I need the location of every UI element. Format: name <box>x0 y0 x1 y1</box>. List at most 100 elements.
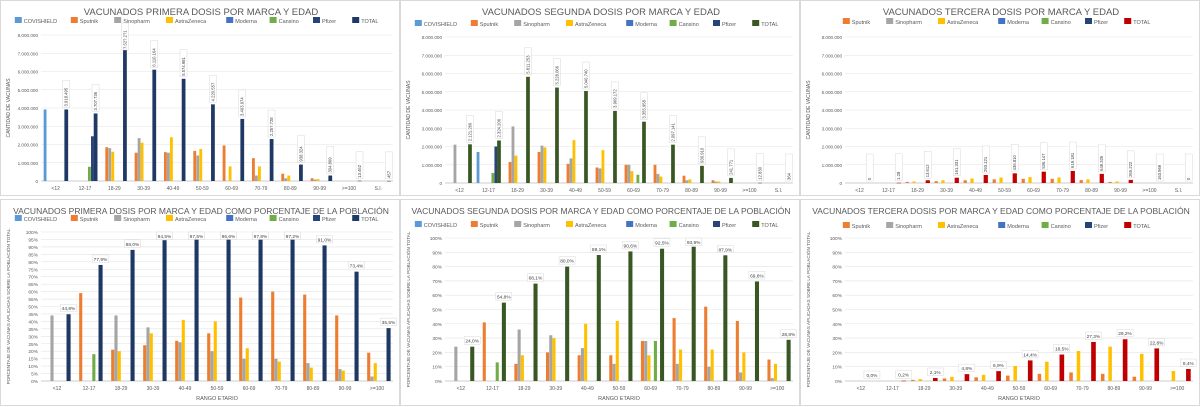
bar <box>257 166 261 181</box>
data-label-box <box>267 109 276 138</box>
y-tick-label: 85% <box>28 252 38 258</box>
bar <box>630 171 634 183</box>
bar <box>1108 346 1112 381</box>
bar <box>281 173 285 181</box>
bar <box>555 87 559 183</box>
chart-title: VACUNADOS TERCERA DOSIS POR MARCA Y EDAD <box>883 7 1119 18</box>
legend-label: Sputnik <box>80 217 99 223</box>
bar <box>584 323 588 381</box>
data-label: 35,5% <box>382 320 396 326</box>
y-tick-label: 70% <box>28 275 38 281</box>
legend-swatch <box>1124 18 1132 24</box>
y-axis-label: PORCENTAJE DE VACUNAS APLICADAS SOBRE LA… <box>805 231 811 387</box>
bar <box>1086 179 1090 183</box>
data-label: 6,9% <box>993 363 1005 369</box>
data-label: 265.222 <box>1128 161 1133 177</box>
data-label-box <box>1053 344 1070 353</box>
data-label: 44,8% <box>62 306 76 312</box>
legend-label: Sputnik <box>80 19 99 25</box>
x-axis-label: RANGO ETARIO <box>598 396 640 402</box>
x-tick-label: 80-89 <box>307 386 320 392</box>
data-label: 364 <box>786 172 791 180</box>
y-tick-label: 20% <box>832 350 842 356</box>
legend-label: Sputnik <box>852 224 871 230</box>
data-label-box <box>990 360 1007 369</box>
y-tick-label: 50% <box>832 308 842 314</box>
data-label: 80,0% <box>560 259 574 265</box>
y-tick-label: 100% <box>830 236 843 242</box>
data-label-box <box>1039 142 1048 170</box>
y-tick-label: 8.000.000 <box>422 35 443 40</box>
data-label: 14,4% <box>1023 352 1037 358</box>
x-tick-label: <12 <box>51 186 60 192</box>
data-label-box <box>582 61 590 90</box>
bar <box>577 355 581 381</box>
bar <box>970 178 974 183</box>
legend-swatch <box>313 215 320 221</box>
y-axis-label: PORCENTAJE DE VACUNAS APLICADAS SOBRE LA… <box>405 231 411 387</box>
bar <box>1132 376 1137 381</box>
legend-swatch <box>1085 222 1092 228</box>
legend-swatch <box>752 221 760 227</box>
data-label: 96,6% <box>222 234 236 240</box>
chart-svg-1: VACUNADOS PRIMERA DOSIS POR MARCA Y EDAD… <box>6 7 393 192</box>
bar <box>453 144 457 183</box>
y-tick-label: 3.000.000 <box>822 126 843 131</box>
data-label-box <box>865 153 874 182</box>
y-tick-label: 45% <box>28 312 38 318</box>
bar <box>310 178 314 181</box>
data-label-box <box>92 254 109 263</box>
bar <box>517 329 521 381</box>
data-label: 97,2% <box>286 234 300 240</box>
legend-label: Moderna <box>1007 20 1030 26</box>
bar <box>595 167 599 183</box>
bar <box>316 179 320 181</box>
y-tick-label: 8.000.000 <box>822 35 843 40</box>
bar <box>226 237 231 381</box>
data-label: 304.869 <box>328 157 333 173</box>
legend-label: Pfizer <box>1094 224 1108 230</box>
legend-swatch <box>166 17 173 23</box>
data-label-box <box>685 237 702 246</box>
data-label-box <box>785 153 793 182</box>
legend-label: Pfizer <box>722 22 736 28</box>
bar <box>941 180 945 183</box>
y-tick-label: 100% <box>430 236 443 242</box>
chart-svg-3: VACUNADOS TERCERA DOSIS POR MARCA Y EDAD… <box>806 7 1193 194</box>
x-tick-label: 12-17 <box>882 188 895 194</box>
data-label: 13.612 <box>925 164 930 177</box>
y-tick-label: 5% <box>31 372 39 378</box>
data-label: 69,6% <box>750 273 764 279</box>
legend-swatch <box>886 18 894 24</box>
y-tick-label: 6.000.000 <box>822 72 843 77</box>
bar <box>758 182 762 184</box>
legend-label: Sinopharm <box>523 22 550 28</box>
x-tick-label: 18-29 <box>911 188 924 194</box>
legend-label: Moderna <box>635 22 658 28</box>
data-label: 3.403.974 <box>240 97 245 116</box>
bar <box>584 91 588 183</box>
x-tick-label: >=100 <box>1170 386 1184 392</box>
bar <box>313 179 317 181</box>
bar <box>704 306 708 381</box>
y-tick-label: 70% <box>432 279 442 285</box>
x-tick-label: 50-59 <box>1013 386 1026 392</box>
data-label: 2,1% <box>930 370 942 376</box>
x-tick-label: <12 <box>855 188 864 194</box>
data-label: 88,0% <box>126 242 140 248</box>
data-label-box <box>209 75 217 103</box>
y-tick-label: 60% <box>832 293 842 299</box>
bar <box>767 359 771 381</box>
data-label: 5.040.740 <box>583 69 588 88</box>
legend-swatch <box>669 20 677 26</box>
legend-swatch <box>269 215 277 221</box>
x-tick-label: S.I. <box>775 188 783 194</box>
bar <box>251 158 255 181</box>
bar <box>754 281 760 381</box>
legend-swatch <box>713 20 720 26</box>
y-tick-label: 2.000.000 <box>18 143 39 148</box>
data-label: 73,4% <box>350 264 364 270</box>
chart-panel-2: VACUNADOS SEGUNDA DOSIS POR MARCA Y EDAD… <box>400 0 800 196</box>
bar <box>999 177 1003 183</box>
bar <box>911 379 915 381</box>
